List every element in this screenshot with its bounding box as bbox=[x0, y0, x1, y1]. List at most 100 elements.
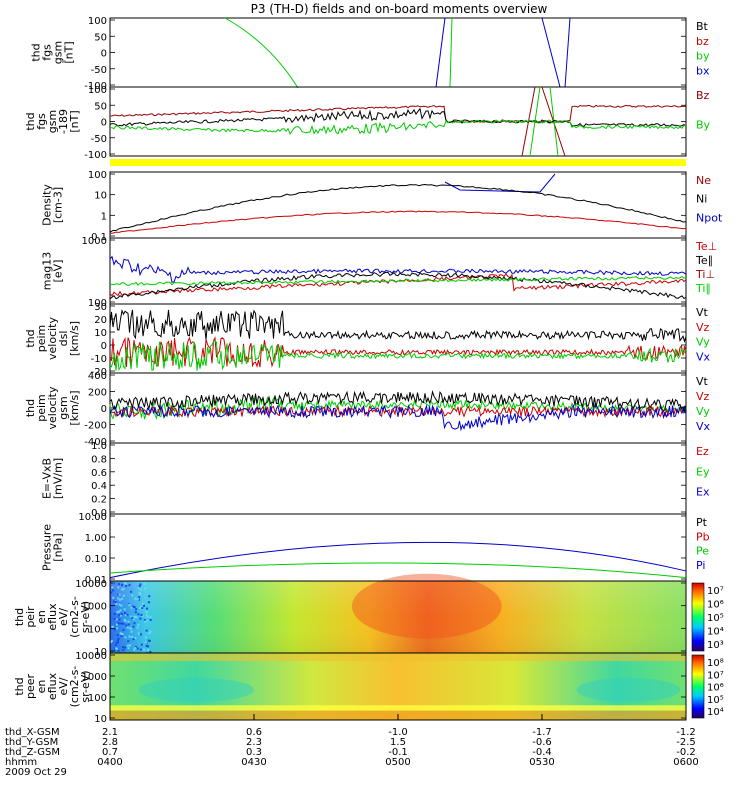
spectrogram-pixel bbox=[138, 585, 141, 588]
tepar-trace bbox=[109, 271, 687, 300]
y-axis-label-line: en bbox=[35, 680, 48, 694]
by-trace bbox=[110, 119, 686, 135]
x-axis-value: -1.2 bbox=[676, 727, 696, 738]
spectrogram-pixel bbox=[123, 608, 126, 611]
spectrogram-pixel bbox=[137, 632, 140, 635]
by-trace-2 bbox=[449, 17, 453, 88]
y-axis-label-line: (cm2-s- bbox=[68, 666, 81, 708]
y-axis-label-line: (cm2-s- bbox=[68, 596, 81, 638]
spectrogram-pixel bbox=[111, 625, 114, 628]
x-axis-value: -1.7 bbox=[532, 727, 552, 738]
spectrogram-pixel bbox=[121, 597, 124, 600]
y-tick-label: 100 bbox=[88, 298, 107, 309]
legend-entry: Pe bbox=[696, 545, 709, 558]
y-tick-label: 0.4 bbox=[91, 481, 107, 492]
spectrogram-pixel bbox=[145, 644, 148, 647]
panel-9: 10⁷ 10⁶ 10⁵ 10⁴ 10³ 10000 1000 100 10 thdpeirenef… bbox=[13, 573, 724, 658]
spectrogram-pixel bbox=[139, 648, 142, 651]
spectrogram-pixel bbox=[140, 614, 143, 616]
legend-entry: Vt bbox=[696, 375, 709, 388]
spectrogram-pixel bbox=[139, 593, 142, 595]
spectrogram-pixel bbox=[129, 644, 131, 647]
spectrogram-pixel bbox=[145, 636, 147, 639]
x-axis-value: 1.5 bbox=[390, 737, 406, 748]
cool-region-left bbox=[138, 677, 254, 702]
legend-entry: Ti∥ bbox=[695, 282, 711, 295]
vt-trace bbox=[109, 389, 687, 414]
spectrogram-pixel bbox=[116, 627, 119, 630]
spectrogram-pixel bbox=[134, 597, 137, 600]
legend-entry: Vz bbox=[696, 321, 710, 334]
x-axis-value: 0400 bbox=[97, 757, 122, 768]
spectrogram-pixel bbox=[130, 615, 133, 618]
y-tick-label: 100 bbox=[88, 170, 107, 181]
tipar-trace bbox=[109, 255, 687, 283]
spectrogram-pixel bbox=[139, 588, 142, 591]
spectrogram-pixel bbox=[142, 602, 144, 605]
y-tick-label: 10.00 bbox=[78, 512, 107, 523]
y-tick-label: 20 bbox=[94, 315, 107, 326]
spectrogram-pixel bbox=[149, 651, 152, 653]
x-axis-value: 0530 bbox=[529, 757, 554, 768]
spectrogram-pixel bbox=[119, 614, 122, 617]
y-tick-label: 400 bbox=[88, 371, 107, 382]
y-tick-label: 0.1 bbox=[91, 232, 107, 243]
spectrogram-pixel bbox=[145, 629, 148, 632]
vz-trace bbox=[109, 336, 687, 369]
spectrogram-pixel bbox=[118, 603, 121, 606]
bx-trace-2 bbox=[541, 17, 571, 88]
legend-entry: Ni bbox=[696, 193, 707, 206]
ni-trace bbox=[109, 183, 687, 233]
x-axis-row-label: hhmm bbox=[5, 757, 37, 768]
spectrogram-pixel bbox=[137, 613, 140, 616]
spectrogram-pixel bbox=[117, 637, 120, 640]
legend-entry: Vt bbox=[696, 306, 709, 319]
spectrogram-pixel bbox=[141, 607, 144, 610]
legend-entry: Ex bbox=[696, 486, 710, 499]
y-tick-label: 50 bbox=[94, 101, 107, 112]
figure-title: P3 (TH-D) fields and on-board moments ov… bbox=[251, 2, 548, 16]
spectrogram-pixel bbox=[137, 623, 140, 626]
spectrogram-pixel bbox=[120, 622, 123, 625]
legend-entry: Pi bbox=[696, 559, 705, 572]
legend-entry: Ne bbox=[696, 174, 711, 187]
spectrogram-pixel bbox=[118, 583, 120, 586]
spectrogram-pixel bbox=[147, 601, 150, 604]
spectrogram-pixel bbox=[146, 607, 148, 610]
vz-trace bbox=[109, 404, 687, 419]
legend-entry: Pt bbox=[696, 516, 708, 529]
colorbar-tick-label: 10⁵ bbox=[707, 613, 724, 624]
y-tick-label: 1000 bbox=[82, 236, 107, 247]
spectrogram-pixel bbox=[133, 622, 136, 625]
y-tick-label: 0 bbox=[101, 118, 107, 129]
spectrogram-pixel bbox=[122, 646, 124, 649]
spectrogram-pixel bbox=[123, 618, 126, 621]
panel-7: 1.0 0.8 0.6 0.4 0.2 0.0 E=-VxB[mV/m] Ez Ey Ex bbox=[41, 441, 710, 519]
spectrogram-pixel bbox=[115, 641, 118, 644]
x-axis-row-label: thd_Z-GSM bbox=[5, 747, 60, 758]
spectrogram-pixel bbox=[127, 647, 130, 650]
y-axis-label-line: [nT] bbox=[68, 110, 81, 132]
colorbar-tick-label: 10³ bbox=[707, 640, 724, 651]
spectrogram-pixel bbox=[134, 637, 137, 640]
y-tick-label: 1.0 bbox=[91, 441, 107, 452]
spectrogram-pixel bbox=[126, 644, 129, 647]
spectrogram-pixel bbox=[114, 644, 117, 646]
y-axis-label-line: eV/ bbox=[57, 608, 70, 626]
spectrogram-pixel bbox=[124, 582, 126, 585]
colorbar-tick-label: 10⁶ bbox=[707, 683, 724, 694]
spectrogram-pixel bbox=[128, 635, 131, 638]
y-axis-label-line: fgs bbox=[41, 44, 54, 61]
y-axis-label-line: peer bbox=[24, 674, 37, 700]
legend-entry: Npot bbox=[696, 211, 723, 224]
y-tick-label: 1 bbox=[101, 211, 107, 222]
tipar-trace-2 bbox=[109, 275, 687, 286]
y-axis-label-line: gsm bbox=[57, 396, 70, 419]
x-axis-value: 2.1 bbox=[102, 727, 118, 738]
y-axis-label-line: Density bbox=[41, 184, 54, 226]
hot-region bbox=[351, 573, 502, 639]
colorbar-tick-label: 10⁶ bbox=[707, 600, 724, 611]
vx-trace bbox=[109, 404, 687, 432]
spectrogram-pixel bbox=[145, 614, 148, 617]
